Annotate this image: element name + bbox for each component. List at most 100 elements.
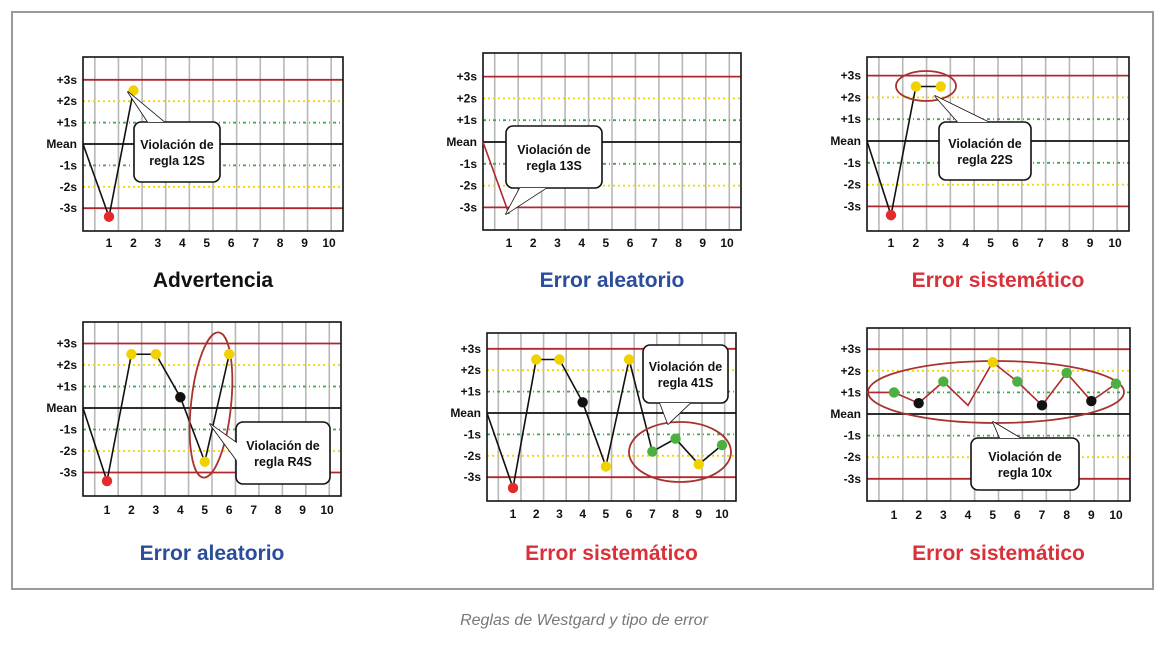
y-tick-label: -1s [60,158,78,172]
chart-title: Error sistemático [912,542,1085,565]
y-tick-label: -3s [60,201,78,215]
x-tick-label: 9 [1088,508,1095,522]
chart-title: Advertencia [153,269,274,292]
data-point [1086,395,1097,407]
highlight-ellipse [628,421,732,483]
x-tick-label: 3 [155,236,162,250]
data-point [1036,400,1048,411]
callout-text: regla 12S [149,154,205,168]
data-point [101,475,113,487]
y-tick-label: +1s [461,385,482,399]
callout-box [133,121,221,183]
chart-title: Error aleatorio [540,269,685,292]
x-tick-label: 4 [965,508,972,522]
callout-text: Violación de [246,439,319,453]
y-tick-label: Mean [830,407,861,421]
y-tick-label: +3s [461,342,482,356]
data-point [987,356,998,368]
callout-text: regla 41S [658,376,714,390]
y-tick-label: +1s [57,380,78,394]
x-tick-label: 3 [153,503,160,517]
y-tick-label: Mean [46,401,77,415]
plot-border [486,332,737,502]
x-tick-label: 1 [888,236,895,250]
chart-panel-5: +3s +2s +1s Mean -1s -2s -3s 1 2 3 4 5 6 7 8 9 10 Violaci… [450,332,737,565]
data-point [910,81,922,92]
x-tick-label: 7 [250,503,257,517]
callout-box [505,125,603,189]
x-tick-label: 10 [1109,508,1123,522]
x-tick-label: 2 [530,236,537,250]
callout-box [235,421,331,485]
data-point [693,459,704,470]
x-tick-label: 2 [913,236,920,250]
callout-text: Violación de [140,138,213,152]
chart-title: Error sistemático [912,269,1085,292]
x-tick-label: 1 [104,503,111,517]
callout-text: regla 10x [998,466,1052,480]
x-tick-label: 7 [252,236,259,250]
callout-tail-fill [660,403,690,424]
y-tick-label: +3s [57,337,78,351]
x-tick-label: 8 [277,236,284,250]
y-tick-label: +1s [841,385,862,399]
callout-box [938,121,1032,181]
y-tick-label: -2s [464,449,482,463]
y-tick-label: -3s [464,470,482,484]
x-tick-label: 4 [962,236,969,250]
x-tick-label: 10 [320,503,334,517]
data-point [600,461,612,472]
x-tick-label: 9 [301,236,308,250]
x-tick-label: 1 [506,236,513,250]
y-tick-label: -2s [60,180,78,194]
y-tick-label: Mean [450,406,481,420]
data-point [885,209,897,221]
x-tick-label: 8 [672,507,679,521]
x-tick-label: 10 [715,507,729,521]
callout-text: regla 13S [526,159,582,173]
highlight-ellipse [895,70,957,102]
x-tick-label: 6 [226,503,233,517]
x-tick-label: 9 [1087,236,1094,250]
y-tick-label: Mean [446,135,477,149]
data-point [103,211,115,222]
x-tick-label: 6 [627,236,634,250]
data-point [128,85,139,96]
callout-text: regla R4S [254,455,312,469]
y-tick-label: +1s [457,113,478,127]
data-point [716,439,728,451]
y-tick-label: +2s [841,90,862,104]
y-tick-label: -2s [460,179,478,193]
plot-border [866,56,1130,232]
y-tick-label: +2s [461,363,482,377]
x-tick-label: 2 [128,503,135,517]
x-tick-label: 4 [179,236,186,250]
x-tick-label: 7 [1037,236,1044,250]
y-tick-label: +1s [57,116,78,130]
y-tick-label: -1s [464,427,482,441]
y-tick-label: -1s [844,156,862,170]
x-tick-label: 10 [720,236,734,250]
data-line [482,141,510,215]
y-tick-label: +2s [57,358,78,372]
x-tick-label: 10 [322,236,336,250]
chart-title: Error sistemático [525,542,698,565]
x-tick-label: 5 [203,236,210,250]
y-tick-label: -2s [844,450,862,464]
data-point [150,349,162,360]
data-point [507,482,519,494]
data-point [577,397,588,408]
y-tick-label: -3s [460,200,478,214]
callout-tail-fill [210,424,238,462]
highlight-ellipse [188,331,234,479]
x-tick-label: 2 [533,507,540,521]
data-point [531,354,542,365]
callout-text: Violación de [649,360,722,374]
x-tick-label: 9 [299,503,306,517]
callout-text: Violación de [988,450,1061,464]
data-point [224,349,235,360]
x-tick-label: 10 [1108,236,1122,250]
y-tick-label: -2s [844,178,862,192]
x-tick-label: 5 [201,503,208,517]
chart-panel-6: +3s +2s +1s Mean -1s -2s -3s 1 2 3 4 5 6 7 8 9 10 Violaci… [830,327,1131,565]
